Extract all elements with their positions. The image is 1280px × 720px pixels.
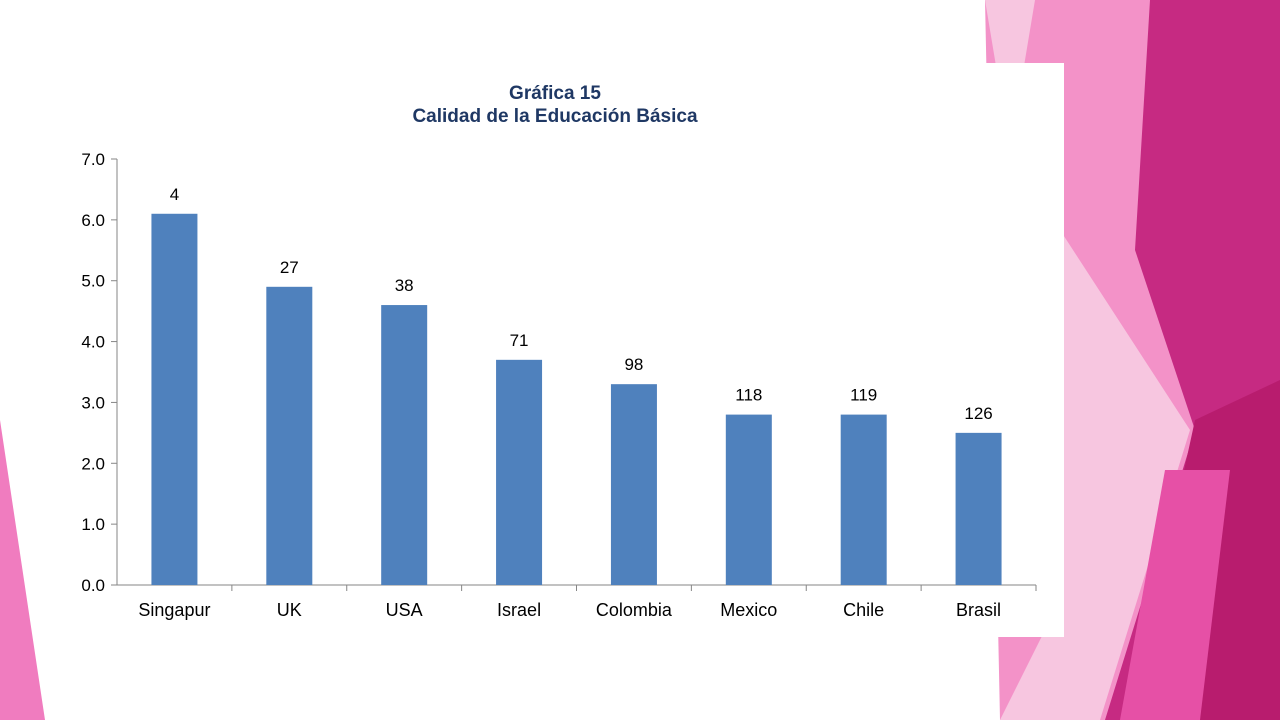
data-label: 118 — [735, 386, 762, 405]
x-tick-label: Singapur — [138, 600, 210, 620]
y-tick-label: 0.0 — [81, 576, 105, 595]
chart-panel: Gráfica 15 Calidad de la Educación Básic… — [40, 63, 1064, 637]
y-tick-label: 6.0 — [81, 211, 105, 230]
bar-chile — [840, 414, 887, 585]
x-tick-label: Chile — [843, 600, 884, 620]
x-tick-label: Brasil — [956, 600, 1001, 620]
y-tick-label: 3.0 — [81, 393, 105, 412]
x-tick-label: USA — [386, 600, 423, 620]
data-label: 27 — [280, 258, 299, 277]
data-label: 126 — [964, 404, 992, 423]
bar-uk — [266, 286, 313, 585]
data-label: 4 — [170, 185, 179, 204]
y-tick-label: 4.0 — [81, 333, 105, 352]
y-tick-label: 1.0 — [81, 515, 105, 534]
data-label: 98 — [624, 355, 643, 374]
x-tick-label: Colombia — [596, 600, 673, 620]
chart-title: Gráfica 15 — [509, 83, 601, 104]
chart-subtitle: Calidad de la Educación Básica — [412, 106, 698, 127]
data-label: 38 — [395, 276, 414, 295]
x-tick-label: UK — [277, 600, 302, 620]
bar-chart: 0.0 1.0 2.0 3.0 4.0 5.0 6.0 7.0 4 Singapur 27 UK 38… — [81, 150, 1037, 620]
bar-israel — [496, 359, 543, 585]
x-tick-label: Mexico — [720, 600, 777, 620]
bar-singapur — [151, 213, 198, 585]
data-label: 71 — [510, 331, 529, 350]
bar-brasil — [955, 432, 1002, 585]
y-tick-label: 2.0 — [81, 454, 105, 473]
x-tick-label: Israel — [497, 600, 541, 620]
bar-usa — [381, 305, 428, 585]
bar-mexico — [725, 414, 772, 585]
y-tick-label: 5.0 — [81, 272, 105, 291]
y-tick-label: 7.0 — [81, 150, 105, 169]
bar-colombia — [610, 384, 657, 585]
data-label: 119 — [850, 386, 877, 405]
